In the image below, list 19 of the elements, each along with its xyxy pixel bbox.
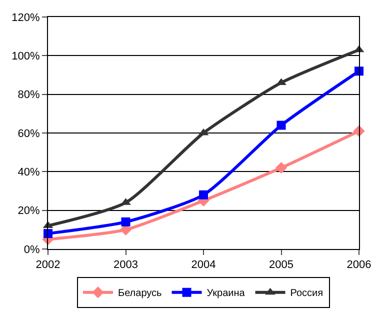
- legend-label: Украина: [206, 288, 246, 300]
- x-tick-label: 2003: [114, 259, 138, 272]
- point: [275, 162, 288, 174]
- point: [276, 120, 286, 130]
- y-tick-label: 60%: [18, 128, 40, 140]
- x-tick-label: 2002: [36, 259, 60, 272]
- x-tick-label: 2005: [269, 259, 294, 272]
- x-tick-label: 2004: [191, 259, 216, 272]
- y-tick-label: 100%: [12, 50, 40, 63]
- y-tick-label: 120%: [12, 12, 40, 24]
- y-tick-label: 40%: [18, 166, 40, 179]
- y-tick-label: 20%: [18, 205, 40, 218]
- x-tick-label: 2006: [346, 259, 372, 272]
- y-tick-label: 80%: [18, 89, 40, 102]
- y-tick-label: 0%: [24, 244, 40, 256]
- legend-label: Россия: [290, 288, 324, 300]
- point: [121, 217, 130, 226]
- point: [199, 190, 208, 200]
- legend-label: Беларусь: [118, 288, 162, 300]
